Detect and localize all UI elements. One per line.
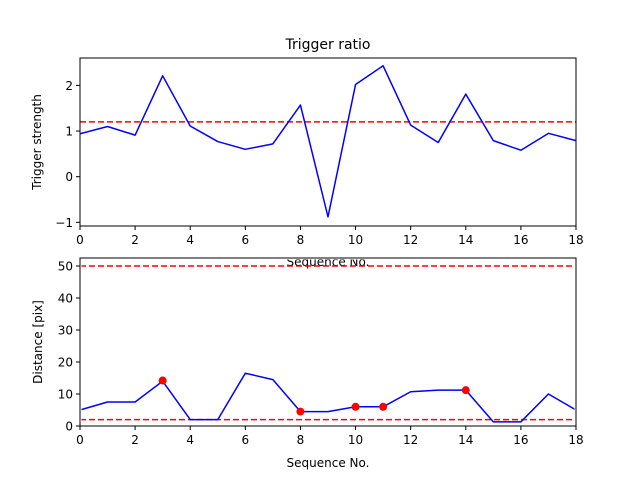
bottom-y-tick-label: 30 <box>58 324 73 338</box>
bottom-y-tick-label: 0 <box>65 420 73 434</box>
top-axes-frame <box>79 57 577 227</box>
top-x-tick-label: 8 <box>297 233 305 247</box>
top-y-tick-label: −1 <box>55 216 73 230</box>
bottom-x-ticks: 0 2 4 6 8 10 12 14 16 18 <box>76 426 584 447</box>
bottom-x-tick-label: 0 <box>76 433 84 447</box>
bottom-subplot: 0 2 4 6 8 10 12 14 16 18 0 10 20 30 40 50 Sequence No.… <box>31 256 584 470</box>
top-y-ticks: −1 0 1 2 <box>55 79 80 230</box>
top-x-tick-label: 14 <box>458 233 473 247</box>
bottom-x-tick-label: 8 <box>297 433 305 447</box>
top-x-tick-label: 6 <box>242 233 250 247</box>
bottom-x-tick-label: 16 <box>513 433 528 447</box>
top-plot-data <box>79 65 577 218</box>
bottom-x-tick-label: 6 <box>242 433 250 447</box>
top-x-tick-label: 0 <box>76 233 84 247</box>
bottom-x-tick-label: 18 <box>568 433 583 447</box>
top-chart-title: Trigger ratio <box>284 37 370 53</box>
top-x-tick-label: 16 <box>513 233 528 247</box>
bottom-data-point-marker <box>379 402 388 411</box>
bottom-x-tick-label: 4 <box>186 433 194 447</box>
bottom-y-tick-label: 40 <box>58 292 73 306</box>
bottom-x-tick-label: 14 <box>458 433 473 447</box>
top-y-tick-label: 2 <box>65 79 73 93</box>
top-y-tick-label: 0 <box>65 170 73 184</box>
bottom-data-point-marker <box>296 407 305 416</box>
bottom-y-tick-label: 50 <box>58 260 73 274</box>
top-x-tick-label: 2 <box>131 233 139 247</box>
bottom-y-axis-label: Distance [pix] <box>31 300 45 384</box>
bottom-plot-data <box>79 265 577 423</box>
top-x-tick-label: 4 <box>186 233 194 247</box>
top-x-tick-label: 18 <box>568 233 583 247</box>
bottom-data-point-marker <box>461 386 470 395</box>
top-y-axis-label: Trigger strength <box>30 94 44 191</box>
top-x-ticks: 0 2 4 6 8 10 12 14 16 18 <box>76 226 584 247</box>
bottom-y-ticks: 0 10 20 30 40 50 <box>58 260 80 434</box>
bottom-y-tick-label: 20 <box>58 356 73 370</box>
bottom-axes-frame-border <box>79 257 577 427</box>
bottom-data-point-marker <box>158 376 167 385</box>
top-y-tick-label: 1 <box>65 125 73 139</box>
bottom-x-tick-label: 10 <box>348 433 363 447</box>
bottom-y-tick-label: 10 <box>58 388 73 402</box>
top-x-tick-label: 10 <box>348 233 363 247</box>
bottom-data-point-marker <box>351 402 360 411</box>
top-x-tick-label: 12 <box>403 233 418 247</box>
top-series-line <box>79 65 577 218</box>
bottom-x-tick-label: 12 <box>403 433 418 447</box>
bottom-x-tick-label: 2 <box>131 433 139 447</box>
bottom-x-axis-label: Sequence No. <box>287 456 370 470</box>
